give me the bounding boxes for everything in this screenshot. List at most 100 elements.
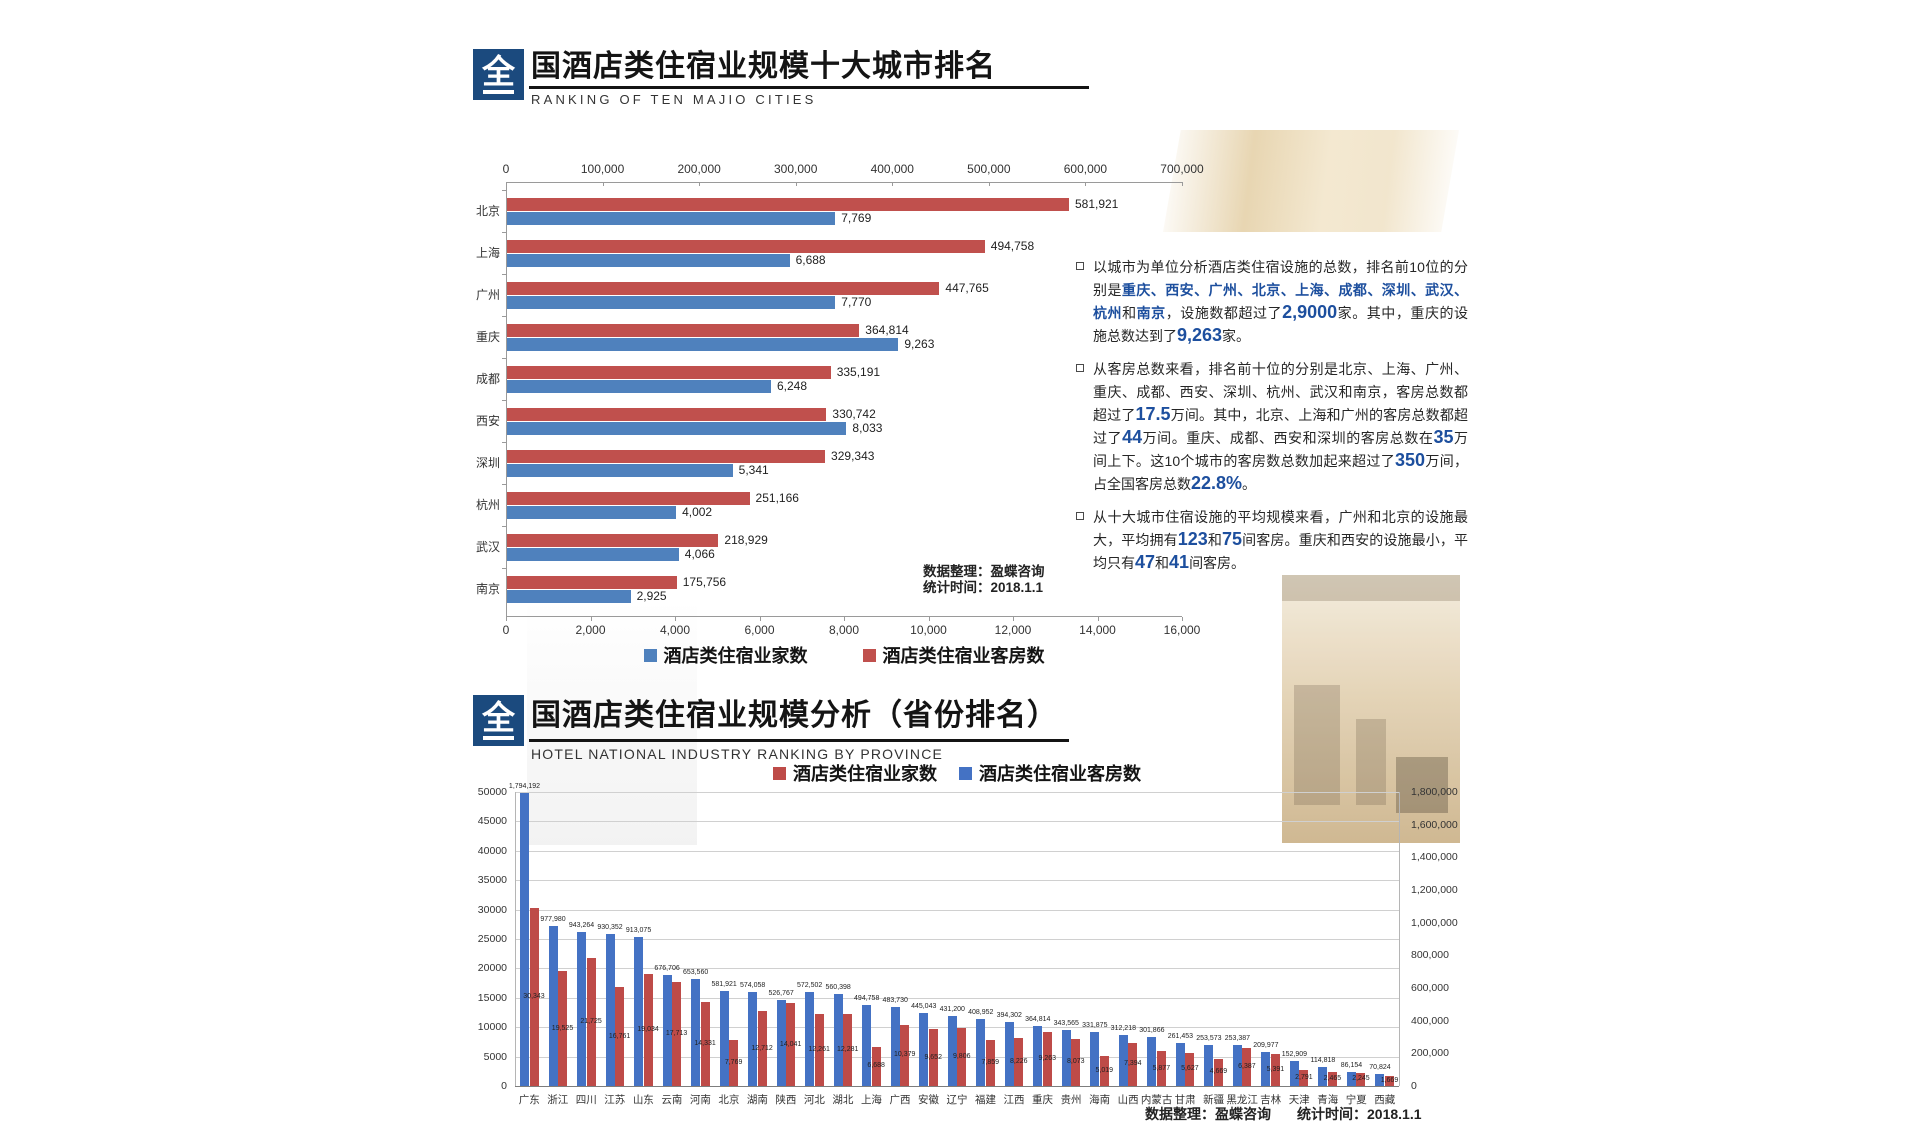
establishments-bar — [814, 1013, 824, 1086]
category-label: 武汉 — [475, 540, 500, 554]
body-text: 间客房。重庆和西安的设施最小，平均只有 — [1093, 532, 1469, 571]
rooms-value-label: 175,756 — [682, 575, 727, 589]
establishments-bar — [615, 987, 625, 1086]
highlight-number: 35 — [1433, 427, 1454, 447]
body-text: 。 — [1242, 476, 1257, 492]
rooms-bar — [862, 1005, 872, 1086]
category-label: 江苏 — [604, 1094, 626, 1106]
rooms-value-label: 1,794,192 — [508, 782, 541, 790]
legend-swatch-blue — [643, 648, 657, 662]
establishments-value-label: 6,387 — [1238, 1063, 1256, 1071]
gridline — [515, 1056, 1399, 1058]
left-axis-category-tick — [502, 484, 506, 485]
right-axis-tick-label: 1,200,000 — [1411, 884, 1458, 896]
category-label: 重庆 — [1032, 1094, 1054, 1106]
rooms-value-label: 114,818 — [1310, 1057, 1336, 1065]
gridline — [515, 909, 1399, 911]
left-axis-tick-label: 0 — [501, 1080, 507, 1092]
category-label: 吉林 — [1260, 1094, 1282, 1106]
legend-label: 酒店类住宿业客房数 — [979, 764, 1141, 784]
body-text: 万间。其中，北京、上海和广州的客房总数都超过了 — [1093, 407, 1469, 446]
rooms-value-label: 253,573 — [1196, 1034, 1222, 1042]
highlight-number: 44 — [1122, 427, 1143, 447]
establishments-value-label: 12,261 — [808, 1045, 830, 1053]
establishments-bar — [507, 296, 836, 309]
source-line: 统计时间：2018.1.1 — [923, 580, 1044, 595]
legend-swatch-red — [862, 648, 876, 662]
rooms-value-label: 526,767 — [768, 989, 794, 997]
category-label: 上海 — [860, 1094, 882, 1106]
highlight-number: 22.8% — [1191, 473, 1243, 493]
rooms-bar — [691, 979, 701, 1086]
left-axis-line — [506, 182, 507, 616]
legend-label: 酒店类住宿业家数 — [793, 764, 937, 784]
rooms-value-label: 676,706 — [654, 965, 680, 973]
category-label: 深圳 — [475, 456, 500, 470]
top-axis-tick-label: 100,000 — [580, 162, 625, 176]
establishments-bar — [1213, 1058, 1223, 1086]
rooms-value-label: 394,302 — [996, 1011, 1022, 1019]
establishments-bar — [1099, 1056, 1109, 1086]
right-axis-tick-label: 0 — [1411, 1080, 1417, 1092]
section2-title: 国酒店类住宿业规模分析（省份排名） — [531, 699, 1058, 732]
establishments-bar — [1185, 1052, 1195, 1086]
decoration-street-photo — [1282, 575, 1460, 843]
rooms-bar — [1204, 1044, 1214, 1086]
rooms-bar — [507, 282, 940, 295]
left-axis-category-tick — [502, 526, 506, 527]
establishments-value-label: 12,712 — [751, 1044, 773, 1052]
category-label: 内蒙古 — [1140, 1094, 1173, 1106]
rooms-bar — [776, 999, 786, 1086]
rooms-value-label: 483,730 — [882, 996, 908, 1004]
gridline — [515, 792, 1399, 793]
establishments-value-label: 6,688 — [867, 1062, 885, 1070]
establishments-value-label: 2,925 — [636, 589, 667, 603]
top-axis-tick-label: 200,000 — [677, 162, 721, 176]
left-axis-category-tick — [502, 400, 506, 401]
category-label: 南京 — [475, 582, 500, 596]
left-axis-tick-label: 40000 — [477, 844, 507, 857]
rooms-bar — [1232, 1044, 1242, 1086]
bottom-axis-tick — [675, 617, 676, 621]
establishments-bar — [843, 1013, 853, 1086]
left-axis-tick-label: 35000 — [477, 874, 507, 887]
section2-badge: 全 — [473, 695, 524, 746]
bottom-axis-tick — [928, 617, 930, 621]
rooms-value-label: 312,218 — [1110, 1025, 1136, 1032]
rooms-value-label: 408,952 — [968, 1009, 994, 1017]
right-axis-tick-label: 1,400,000 — [1411, 851, 1458, 864]
bullet-square-icon — [1076, 364, 1084, 372]
rooms-value-label: 581,921 — [1074, 197, 1119, 211]
rooms-value-label: 447,765 — [945, 281, 989, 295]
rooms-bar — [1118, 1035, 1128, 1086]
rooms-value-label: 977,980 — [540, 916, 566, 924]
rooms-bar — [919, 1013, 929, 1086]
top-axis-tick-label: 500,000 — [967, 162, 1011, 176]
top-axis-tick-label: 600,000 — [1063, 162, 1108, 176]
rooms-value-label: 913,075 — [625, 926, 652, 934]
rooms-bar — [507, 240, 985, 253]
rooms-bar — [548, 926, 558, 1086]
category-label: 甘肃 — [1174, 1094, 1196, 1106]
photo-ground-shape — [1282, 575, 1460, 601]
legend-label: 酒店类住宿业家数 — [663, 646, 808, 666]
right-axis-tick-label: 600,000 — [1411, 982, 1449, 994]
category-label: 海南 — [1089, 1094, 1111, 1106]
legend-item-establishments: 酒店类住宿业家数 — [773, 760, 937, 786]
top-axis-tick — [699, 182, 701, 186]
category-label: 河北 — [803, 1094, 825, 1106]
highlight-number: 2,9000 — [1282, 302, 1338, 322]
rooms-bar — [507, 576, 677, 589]
left-axis-tick-label: 5000 — [483, 1050, 507, 1063]
right-axis-tick-label: 400,000 — [1411, 1014, 1449, 1027]
left-axis-category-tick — [502, 568, 506, 569]
highlight-number: 9,263 — [1177, 325, 1223, 345]
rooms-bar — [507, 534, 719, 547]
rooms-bar — [1175, 1043, 1185, 1086]
rooms-bar — [662, 975, 672, 1086]
left-axis-line — [515, 792, 516, 1086]
category-label: 云南 — [661, 1094, 683, 1106]
category-label: 湖北 — [832, 1094, 854, 1106]
rooms-value-label: 494,758 — [854, 995, 880, 1003]
rooms-value-label: 572,502 — [797, 982, 823, 990]
